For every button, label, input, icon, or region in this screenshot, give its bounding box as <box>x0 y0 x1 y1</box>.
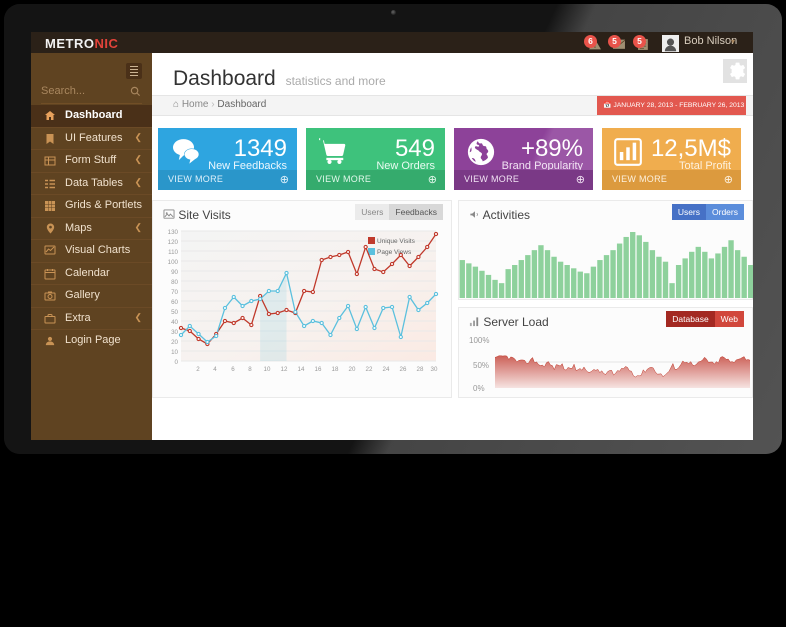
svg-text:70: 70 <box>171 289 178 296</box>
svg-text:20: 20 <box>349 366 356 373</box>
svg-text:28: 28 <box>417 366 424 373</box>
svg-text:130: 130 <box>168 229 179 236</box>
svg-text:50: 50 <box>171 309 178 316</box>
svg-text:Page Views: Page Views <box>377 249 412 256</box>
svg-text:90: 90 <box>171 269 178 276</box>
svg-text:24: 24 <box>383 366 390 373</box>
svg-text:8: 8 <box>248 366 252 373</box>
svg-text:2: 2 <box>196 366 200 373</box>
svg-text:110: 110 <box>168 249 178 256</box>
svg-text:20: 20 <box>171 339 178 346</box>
svg-text:80: 80 <box>171 279 178 286</box>
svg-text:30: 30 <box>171 329 178 336</box>
svg-text:12: 12 <box>281 366 288 373</box>
svg-text:6: 6 <box>231 366 235 373</box>
svg-text:10: 10 <box>171 349 178 356</box>
svg-text:16: 16 <box>315 366 322 373</box>
svg-text:0: 0 <box>175 359 179 366</box>
svg-text:10: 10 <box>264 366 271 373</box>
svg-text:100: 100 <box>168 259 179 266</box>
svg-text:Unique Visits: Unique Visits <box>377 238 416 245</box>
svg-text:40: 40 <box>171 319 178 326</box>
svg-text:120: 120 <box>168 239 179 246</box>
svg-text:22: 22 <box>366 366 373 373</box>
svg-text:18: 18 <box>332 366 339 373</box>
svg-text:14: 14 <box>298 366 305 373</box>
svg-text:30: 30 <box>431 366 438 373</box>
svg-text:26: 26 <box>400 366 407 373</box>
svg-text:60: 60 <box>171 299 178 306</box>
svg-text:4: 4 <box>213 366 217 373</box>
